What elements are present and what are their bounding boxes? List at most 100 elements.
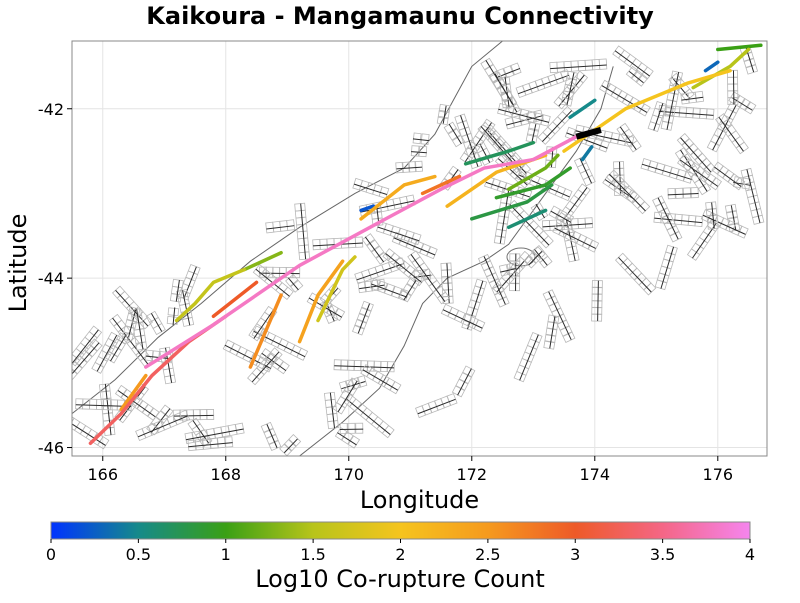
background-fault	[343, 393, 395, 439]
background-fault	[739, 45, 759, 75]
background-fault	[680, 90, 705, 105]
background-fault	[339, 422, 364, 434]
background-fault	[506, 199, 554, 249]
rupture-section	[359, 174, 437, 221]
y-axis-label: Latitude	[0, 214, 38, 313]
background-fault	[354, 257, 406, 285]
background-fault	[606, 169, 651, 215]
background-fault	[640, 158, 694, 184]
background-fault	[700, 209, 749, 239]
rupture-section	[211, 280, 259, 319]
background-fault	[184, 422, 245, 445]
coastline	[72, 41, 503, 415]
background-fault	[727, 69, 739, 106]
background-fault	[477, 253, 510, 308]
background-fault	[560, 70, 579, 107]
background-fault	[513, 331, 543, 383]
background-fault	[130, 308, 148, 351]
background-fault	[360, 364, 402, 395]
y-axis-label-text: Latitude	[4, 213, 32, 313]
background-fault	[548, 205, 575, 227]
background-fault	[391, 231, 438, 260]
x-tick-label: 176	[703, 465, 734, 484]
background-fault	[614, 252, 657, 296]
background-fault	[338, 375, 368, 394]
rupture-section	[506, 208, 548, 230]
background-fault	[525, 121, 541, 144]
colorbar-tick-label: 0	[46, 545, 56, 564]
background-fault	[247, 347, 283, 386]
x-tick-label: 172	[457, 465, 488, 484]
background-fault	[652, 195, 683, 243]
background-fault	[135, 409, 191, 442]
background-fault	[265, 219, 296, 234]
rupture-section	[174, 267, 246, 323]
background-fault	[515, 69, 571, 98]
background-fault	[715, 113, 749, 155]
background-fault	[573, 156, 596, 187]
background-fault	[72, 413, 110, 450]
background-fault	[177, 263, 201, 301]
rupture-section	[506, 153, 560, 191]
rupture-section	[691, 47, 751, 90]
colorbar-tick-label: 1	[221, 545, 231, 564]
x-tick-label: 166	[87, 465, 118, 484]
colorbar-label: Log10 Co-rupture Count	[255, 565, 545, 593]
colorbar-tick-label: 3.5	[650, 545, 675, 564]
background-fault	[410, 145, 428, 158]
background-fault	[667, 187, 699, 200]
background-fault	[260, 421, 282, 452]
background-fault	[443, 121, 466, 148]
background-fault	[705, 201, 719, 230]
background-fault	[543, 314, 560, 350]
rupture-section	[248, 293, 283, 369]
background-fault	[412, 132, 430, 145]
background-fault	[361, 233, 389, 265]
background-fault	[415, 393, 458, 419]
rupture-section	[716, 43, 763, 52]
rupture-section	[470, 183, 554, 221]
background-fault	[553, 70, 589, 110]
background-fault	[352, 177, 390, 199]
background-fault	[187, 436, 234, 452]
rupture-section	[703, 60, 720, 73]
background-fault	[676, 133, 717, 176]
background-fault	[454, 113, 483, 170]
plot-frame	[71, 40, 768, 457]
y-tick-label: -44	[38, 269, 64, 288]
colorbar-tick-label: 3	[570, 545, 580, 564]
background-fault	[658, 104, 715, 120]
background-fault	[612, 45, 654, 80]
coastline	[299, 66, 614, 456]
background-fault	[375, 220, 422, 246]
y-tick-label: -42	[38, 100, 64, 119]
background-fault	[549, 58, 608, 74]
background-fault	[332, 377, 361, 415]
rupture-section	[297, 259, 345, 344]
background-fault	[564, 126, 610, 153]
rupture-section	[463, 140, 536, 166]
colorbar-tick-label: 4	[745, 545, 755, 564]
rupture-section	[568, 98, 597, 119]
rupture-section	[359, 204, 376, 213]
background-fault	[279, 433, 302, 456]
background-fault	[248, 305, 278, 342]
background-fault	[728, 91, 757, 115]
source-fault	[575, 127, 602, 140]
x-tick-label: 174	[580, 465, 611, 484]
background-fault	[530, 244, 553, 269]
rupture-section	[242, 250, 283, 272]
background-fault	[440, 303, 486, 333]
chart-title: Kaikoura - Mangamaunu Connectivity	[146, 2, 654, 30]
background-fault	[480, 57, 518, 109]
background-fault	[653, 211, 704, 228]
background-fault	[398, 276, 420, 303]
background-fault	[552, 222, 600, 253]
background-fault	[523, 246, 546, 269]
background-fault	[407, 250, 451, 305]
x-axis-label: Longitude	[359, 486, 480, 514]
colorbar	[50, 521, 751, 540]
x-tick-label: 170	[333, 465, 364, 484]
rupture-section	[144, 134, 579, 369]
